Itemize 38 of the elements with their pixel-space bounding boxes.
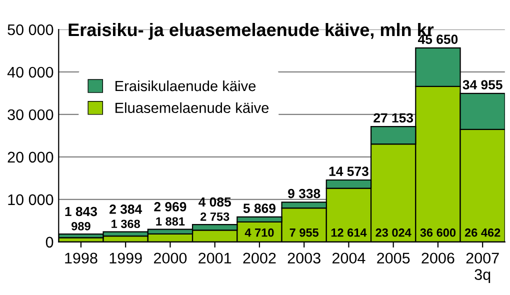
x-tick-label: 2000 <box>154 252 187 264</box>
data-label: 989 <box>72 222 90 230</box>
legend-label: Eraisikulaenude käive <box>116 80 256 92</box>
data-label: 1 368 <box>112 220 140 228</box>
x-tick-label: 1999 <box>110 252 142 264</box>
x-tick-label: 2007 3q <box>466 252 499 284</box>
total-label: 14 573 <box>329 166 368 176</box>
legend-label: Eluasemelaenude käive <box>116 102 269 114</box>
data-label: 26 462 <box>464 228 500 237</box>
data-label: 36 600 <box>420 228 456 237</box>
y-tick-label: 30 000 <box>8 109 54 120</box>
total-label: 45 650 <box>418 34 458 44</box>
total-label: 4 085 <box>198 197 231 207</box>
data-label: 23 024 <box>376 228 412 237</box>
data-label: 1 881 <box>156 217 185 226</box>
data-label: 2 753 <box>200 212 230 221</box>
data-label: 7 955 <box>290 228 319 237</box>
total-label: 34 955 <box>462 80 502 90</box>
total-label: 9 338 <box>288 188 320 198</box>
x-tick-label: 2004 <box>332 252 366 264</box>
x-tick-label: 2003 <box>288 252 320 264</box>
x-tick-label: 1998 <box>65 252 98 264</box>
y-tick-label: 50 000 <box>8 24 54 36</box>
total-label: 27 153 <box>374 113 414 123</box>
total-label: 2 969 <box>154 202 186 212</box>
y-tick-label: 20 000 <box>8 152 54 163</box>
total-label: 1 843 <box>65 206 97 216</box>
total-label: 2 384 <box>110 204 142 214</box>
total-label: 5 869 <box>243 204 276 213</box>
x-tick-label: 2001 <box>198 252 232 264</box>
y-tick-label: 40 000 <box>7 66 54 78</box>
x-tick-label: 2002 <box>243 252 276 264</box>
x-tick-label: 2005 <box>377 252 410 264</box>
data-label: 4 710 <box>244 228 274 237</box>
y-tick-label: 0 <box>46 236 54 248</box>
x-tick-label: 2006 <box>422 252 454 264</box>
y-tick-label: 10 000 <box>8 194 54 206</box>
data-label: 12 614 <box>331 228 367 237</box>
